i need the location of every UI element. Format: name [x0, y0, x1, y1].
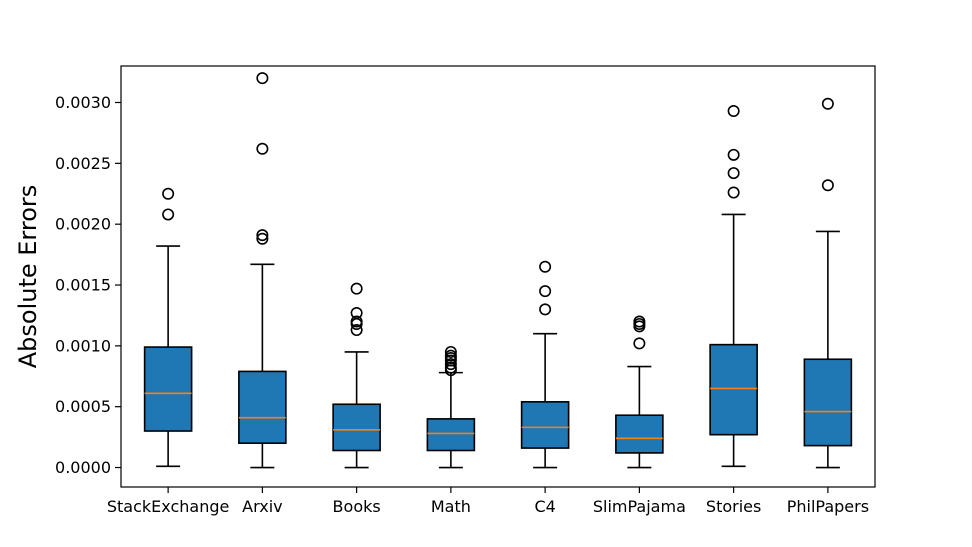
- outlier-point: [444, 352, 457, 365]
- outlier-point: [633, 337, 646, 350]
- box-slimpajama: [615, 315, 664, 469]
- x-tick-label: StackExchange: [107, 497, 229, 516]
- x-tick-label: Arxiv: [242, 497, 282, 516]
- box-stackexchange: [143, 187, 193, 468]
- x-axis: StackExchange Arxiv Books Math C4 SlimPajama S…: [107, 487, 869, 516]
- x-tick-label: Stories: [706, 497, 761, 516]
- iqr-box: [426, 418, 476, 452]
- iqr-box: [709, 343, 758, 436]
- y-tick-label: 0.0030: [55, 93, 111, 112]
- iqr-box: [332, 403, 381, 452]
- outlier-point: [727, 167, 740, 180]
- iqr-box: [803, 358, 853, 447]
- y-tick-label: 0.0010: [55, 336, 111, 355]
- y-axis: 0.0000 0.0005 0.0010 0.0015 0.0020 0.0025 0.00…: [55, 93, 121, 477]
- y-tick-label: 0.0000: [55, 458, 111, 477]
- outlier-point: [539, 260, 552, 273]
- box-philpapers: [803, 97, 853, 469]
- outlier-point: [256, 72, 269, 85]
- outlier-point: [633, 317, 646, 330]
- outlier-point: [444, 349, 457, 362]
- outlier-point: [821, 97, 834, 110]
- iqr-box: [615, 414, 664, 454]
- x-tick-label: PhilPapers: [787, 497, 869, 516]
- plot-marks: [143, 72, 853, 469]
- x-tick-label: Books: [333, 497, 381, 516]
- plot-frame: [120, 65, 876, 488]
- x-tick-label: Math: [431, 497, 471, 516]
- y-axis-title: Absolute Errors: [14, 185, 42, 369]
- outlier-point: [444, 345, 457, 358]
- box-books: [332, 282, 381, 469]
- iqr-box: [238, 370, 287, 444]
- outlier-point: [633, 315, 646, 328]
- outlier-point: [162, 208, 175, 221]
- outlier-point: [539, 303, 552, 316]
- y-tick-label: 0.0020: [55, 215, 111, 234]
- box-math: [426, 345, 476, 469]
- y-tick-label: 0.0025: [55, 154, 111, 173]
- outlier-point: [256, 142, 269, 155]
- outlier-point: [256, 232, 269, 245]
- y-tick-label: 0.0005: [55, 397, 111, 416]
- outlier-point: [350, 315, 363, 328]
- outlier-point: [256, 229, 269, 242]
- outlier-point: [727, 148, 740, 161]
- box-c4: [520, 260, 570, 469]
- outlier-point: [727, 105, 740, 118]
- iqr-box: [520, 401, 570, 449]
- x-tick-label: SlimPajama: [593, 497, 686, 516]
- outlier-point: [350, 282, 363, 295]
- x-tick-label: C4: [534, 497, 555, 516]
- iqr-box: [143, 346, 193, 432]
- box-stories: [709, 105, 758, 468]
- outlier-point: [539, 285, 552, 298]
- y-tick-label: 0.0015: [55, 276, 111, 295]
- outlier-point: [350, 317, 363, 330]
- box-arxiv: [238, 72, 287, 469]
- outlier-point: [162, 187, 175, 200]
- outlier-point: [444, 358, 457, 371]
- outlier-point: [821, 179, 834, 192]
- outlier-point: [727, 186, 740, 199]
- outlier-point: [350, 307, 363, 320]
- outlier-point: [350, 324, 363, 337]
